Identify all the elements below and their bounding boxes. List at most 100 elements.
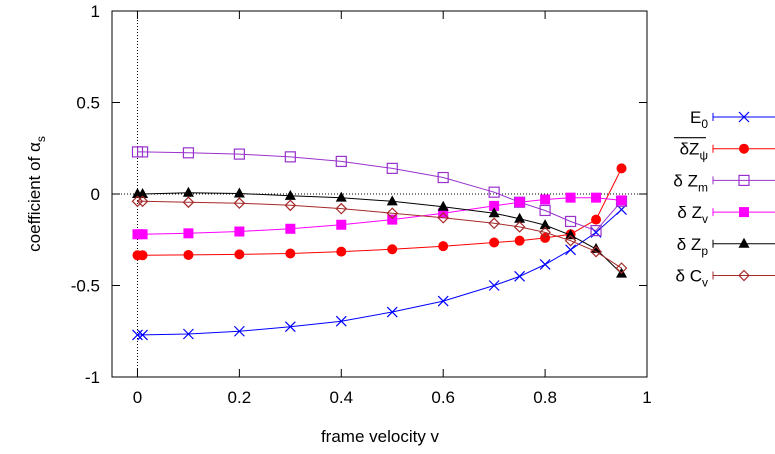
data-point [335,191,347,202]
series-line [137,151,622,232]
data-point [514,212,526,223]
data-point [616,195,627,206]
data-point [387,244,398,255]
data-point [137,188,149,198]
data-point [386,207,399,220]
y-axis: -1 -0.5 0 0.5 1 [71,2,647,387]
data-point [233,197,246,209]
series-5 [131,186,628,278]
data-point [233,325,245,337]
data-point [615,262,628,274]
data-point [489,200,500,211]
data-point [336,219,347,230]
legend-item: δ Zp [677,235,775,258]
data-point [437,295,449,307]
data-point [386,195,398,206]
data-point [539,219,551,230]
data-point [183,249,194,260]
data-point [183,228,194,239]
data-point [616,163,627,174]
data-point [488,217,500,230]
x-tick-label: 0 [133,388,142,407]
data-point [387,214,398,225]
y-tick-label: -0.5 [71,277,100,296]
data-point [131,195,144,208]
legend-label-main: δ Z [677,203,702,222]
legend-marker [739,207,749,218]
series-group [131,146,628,341]
legend-label-sub: m [698,180,708,194]
data-point [335,315,347,327]
legend-label-main: δ Z [673,171,698,190]
legend-marker [738,174,750,186]
data-point [233,187,245,198]
legend-marker [738,269,750,282]
x-axis: 0 0.2 0.4 0.6 0.8 1 [133,11,652,407]
data-point [137,250,148,261]
data-point [590,245,602,258]
data-point [137,229,148,240]
series-3 [131,146,628,237]
data-point [565,229,577,240]
y-axis-title: coefficient of αs [25,136,48,252]
data-point [285,248,296,259]
data-point [591,214,602,225]
data-point [386,306,398,318]
series-6 [131,195,628,274]
x-tick-label: 1 [642,388,651,407]
data-point [488,207,500,218]
series-line [137,209,622,336]
data-point [539,226,551,239]
data-point [488,280,500,291]
y-tick-label: 1 [91,2,100,21]
data-point [386,162,398,174]
data-point [137,329,148,341]
legend-item: δ Zm [673,171,775,194]
data-point [233,148,245,160]
data-point [182,196,195,209]
legend-label: δ Zp [677,235,709,258]
legend-label: δZψ [680,140,708,163]
legend-marker [739,143,749,154]
data-point [132,229,143,240]
legend-label-sub: 0 [701,117,708,131]
data-point [285,223,296,234]
data-point [514,197,525,208]
x-axis-title: frame velocity v [321,427,440,446]
data-point [136,195,149,208]
data-point [514,270,526,282]
data-point [234,249,245,260]
series-1 [132,204,627,341]
legend-marker [738,111,750,123]
x-tick-label: 0.2 [228,388,252,407]
legend-label-sub: v [702,212,708,226]
data-point [335,202,348,215]
legend-label-main: δ C [676,267,702,286]
series-4 [132,192,627,240]
data-point [335,155,347,168]
data-point [591,192,602,203]
legend-label: δ Zm [673,171,708,194]
data-point [284,321,296,333]
legend-label: E0 [690,108,708,131]
data-point [514,235,525,246]
data-point [182,147,195,159]
data-point [336,246,347,257]
x-tick-label: 0.8 [533,388,557,407]
data-point [183,328,194,340]
legend-label-main: δ Z [677,235,702,254]
legend-label-main: δZ [680,140,700,159]
data-point [437,200,449,211]
legend-item: δ Zv [677,203,775,226]
y-tick-label: -1 [85,368,100,387]
legend-label-sub: p [701,244,708,258]
data-point [438,241,449,252]
data-point [539,259,551,270]
legend-label-sub: v [702,276,708,290]
data-point [564,215,577,228]
data-point [284,151,296,163]
data-point [565,244,576,256]
y-axis-title-main: coefficient of α [25,142,44,252]
legend-label: δ Cv [676,267,708,290]
